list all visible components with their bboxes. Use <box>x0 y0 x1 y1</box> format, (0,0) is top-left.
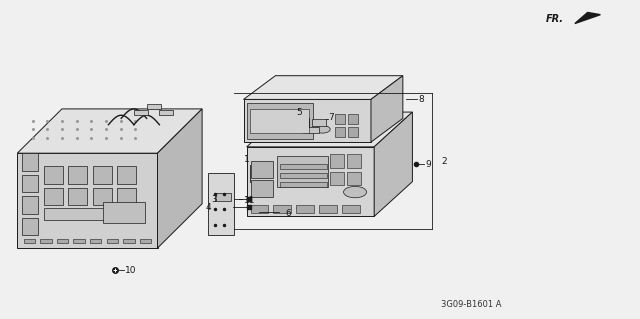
Text: 9: 9 <box>425 160 431 169</box>
Bar <box>246 103 313 139</box>
Bar <box>22 175 38 192</box>
Text: 8: 8 <box>419 95 424 104</box>
Polygon shape <box>17 153 157 248</box>
Bar <box>342 205 360 213</box>
Bar <box>303 127 319 133</box>
Bar <box>68 167 88 184</box>
Text: 3: 3 <box>212 195 218 204</box>
Circle shape <box>344 186 367 198</box>
Polygon shape <box>246 147 374 216</box>
Bar <box>273 205 291 213</box>
Bar <box>296 205 314 213</box>
Bar <box>106 239 118 243</box>
Bar <box>280 182 327 187</box>
Bar <box>348 127 358 137</box>
Bar <box>280 164 327 169</box>
Polygon shape <box>575 12 600 24</box>
Bar <box>22 218 38 235</box>
Bar <box>335 127 346 137</box>
Bar <box>68 188 88 205</box>
Bar <box>250 205 268 213</box>
Bar <box>40 239 52 243</box>
Bar <box>44 167 63 184</box>
Polygon shape <box>374 112 412 216</box>
Text: 6: 6 <box>285 209 291 218</box>
Bar <box>93 188 111 205</box>
Polygon shape <box>371 76 403 142</box>
Polygon shape <box>246 112 412 147</box>
Text: 2: 2 <box>441 157 447 166</box>
Bar <box>250 180 273 197</box>
Bar <box>103 202 145 223</box>
Bar <box>116 167 136 184</box>
Bar <box>44 188 63 205</box>
Bar <box>335 114 346 124</box>
Bar <box>74 239 85 243</box>
Bar <box>250 161 273 178</box>
Bar <box>209 173 234 235</box>
Bar <box>319 205 337 213</box>
Bar <box>147 104 161 109</box>
Text: 11: 11 <box>244 197 255 205</box>
Bar <box>277 156 328 187</box>
Polygon shape <box>157 109 202 248</box>
Bar <box>22 153 38 171</box>
Polygon shape <box>244 100 371 142</box>
Bar <box>22 196 38 214</box>
Bar <box>348 172 362 185</box>
Bar <box>123 239 134 243</box>
Text: 3G09-B1601 A: 3G09-B1601 A <box>441 300 502 309</box>
Bar <box>330 172 344 185</box>
Text: 5: 5 <box>297 108 303 117</box>
Bar <box>90 239 101 243</box>
Bar <box>250 109 308 133</box>
Bar <box>134 110 148 115</box>
Bar <box>215 193 231 201</box>
Bar <box>57 239 68 243</box>
Bar <box>93 167 111 184</box>
Bar <box>44 208 140 219</box>
Circle shape <box>315 125 330 133</box>
Bar <box>280 173 327 178</box>
Bar <box>312 119 326 126</box>
Text: 7: 7 <box>328 113 334 122</box>
Bar <box>348 154 362 168</box>
Text: 1: 1 <box>244 155 250 164</box>
Text: FR.: FR. <box>546 14 564 24</box>
Bar <box>159 110 173 115</box>
Text: 10: 10 <box>125 266 136 275</box>
Bar <box>348 114 358 124</box>
Bar <box>116 188 136 205</box>
Text: 4: 4 <box>205 203 211 212</box>
Bar <box>140 239 151 243</box>
Bar <box>24 239 35 243</box>
Polygon shape <box>17 109 202 153</box>
Polygon shape <box>244 76 403 100</box>
Bar <box>330 154 344 168</box>
